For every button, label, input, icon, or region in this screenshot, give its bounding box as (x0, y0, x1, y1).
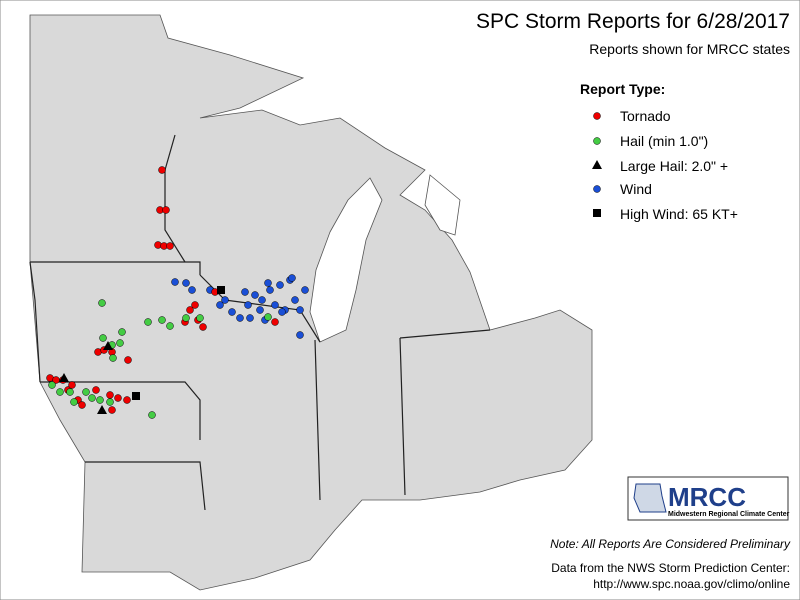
logo-icon (633, 483, 667, 513)
report-marker (48, 381, 56, 389)
report-marker (196, 314, 204, 322)
report-marker (144, 318, 152, 326)
report-marker (251, 291, 259, 299)
report-marker (82, 388, 90, 396)
report-marker (271, 301, 279, 309)
report-marker (296, 331, 304, 339)
report-marker (264, 313, 272, 321)
legend-symbol (593, 112, 601, 120)
report-marker (221, 296, 229, 304)
report-marker (114, 394, 122, 402)
legend-item: High Wind: 65 KT+ (620, 206, 738, 222)
report-marker (241, 288, 249, 296)
report-marker (264, 279, 272, 287)
report-marker (78, 401, 86, 409)
report-marker (148, 411, 156, 419)
legend-item: Tornado (620, 108, 671, 124)
report-marker (96, 396, 104, 404)
report-marker (182, 279, 190, 287)
report-marker (236, 314, 244, 322)
report-marker (158, 316, 166, 324)
report-marker (171, 278, 179, 286)
report-marker (244, 301, 252, 309)
report-marker (123, 396, 131, 404)
report-marker (188, 286, 196, 294)
title: SPC Storm Reports for 6/28/2017 (476, 10, 790, 33)
legend-item: Hail (min 1.0") (620, 133, 708, 149)
report-marker (266, 286, 274, 294)
report-marker (271, 318, 279, 326)
report-marker (162, 206, 170, 214)
logo-name: MRCC (668, 482, 746, 512)
report-marker (166, 322, 174, 330)
report-marker (92, 386, 100, 394)
legend: Report Type: Tornado Hail (min 1.0") Lar… (580, 81, 738, 222)
report-marker (88, 394, 96, 402)
report-marker (124, 356, 132, 364)
report-marker (191, 301, 199, 309)
report-marker (56, 388, 64, 396)
report-marker (106, 398, 114, 406)
report-marker (158, 166, 166, 174)
report-marker (291, 296, 299, 304)
source: Data from the NWS Storm Prediction Cente… (551, 561, 790, 575)
subtitle: Reports shown for MRCC states (589, 41, 790, 57)
report-markers (46, 166, 309, 419)
report-marker (118, 328, 126, 336)
report-marker (99, 334, 107, 342)
report-marker (116, 339, 124, 347)
report-marker (98, 299, 106, 307)
report-marker (132, 392, 140, 400)
report-marker (70, 398, 78, 406)
source-url: http://www.spc.noaa.gov/climo/online (593, 577, 790, 591)
report-marker (59, 373, 69, 382)
report-marker (199, 323, 207, 331)
report-marker (186, 306, 194, 314)
report-marker (256, 306, 264, 314)
report-marker (216, 301, 224, 309)
report-marker (278, 308, 286, 316)
legend-item: Wind (620, 181, 652, 197)
report-marker (109, 354, 117, 362)
report-marker (68, 381, 76, 389)
report-marker (288, 274, 296, 282)
report-marker (296, 306, 304, 314)
report-marker (217, 286, 225, 294)
legend-symbol (593, 137, 601, 145)
legend-title: Report Type: (580, 81, 665, 97)
legend-symbol (593, 185, 601, 193)
report-marker (166, 242, 174, 250)
report-marker (246, 314, 254, 322)
note: Note: All Reports Are Considered Prelimi… (550, 537, 791, 551)
report-marker (182, 314, 190, 322)
report-marker (106, 391, 114, 399)
legend-symbol (593, 209, 601, 217)
report-marker (108, 406, 116, 414)
legend-item: Large Hail: 2.0" + (620, 158, 728, 174)
report-marker (228, 308, 236, 316)
report-marker (66, 388, 74, 396)
report-marker (258, 296, 266, 304)
logo: MRCC Midwestern Regional Climate Center (627, 476, 790, 521)
report-marker (276, 281, 284, 289)
logo-full-name: Midwestern Regional Climate Center (668, 511, 790, 518)
report-marker (97, 405, 107, 414)
legend-symbol (592, 160, 602, 169)
report-marker (103, 341, 113, 350)
report-marker (301, 286, 309, 294)
